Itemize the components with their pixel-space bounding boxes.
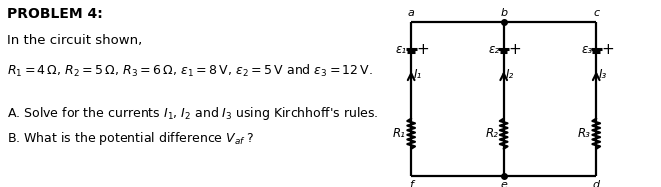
Text: +: + xyxy=(508,42,522,57)
Text: ε₂: ε₂ xyxy=(488,44,500,56)
Text: A. Solve for the currents $I_1$, $I_2$ and $I_3$ using Kirchhoff's rules.: A. Solve for the currents $I_1$, $I_2$ a… xyxy=(7,105,379,122)
Text: R₂: R₂ xyxy=(485,127,498,140)
Text: c: c xyxy=(593,8,600,19)
Text: I₃: I₃ xyxy=(599,68,607,81)
Text: ε₃: ε₃ xyxy=(581,44,592,56)
Text: d: d xyxy=(593,180,600,187)
Text: ε₁: ε₁ xyxy=(396,44,407,56)
Text: f: f xyxy=(409,180,413,187)
Text: $R_1 = 4\,\Omega,\, R_2 = 5\,\Omega,\, R_3 = 6\,\Omega,\, \varepsilon_1 = 8\,\te: $R_1 = 4\,\Omega,\, R_2 = 5\,\Omega,\, R… xyxy=(7,63,373,79)
Text: a: a xyxy=(408,8,414,19)
Text: b: b xyxy=(500,8,507,19)
Text: I₁: I₁ xyxy=(414,68,422,81)
Text: e: e xyxy=(500,180,507,187)
Text: R₃: R₃ xyxy=(578,127,591,140)
Text: I₂: I₂ xyxy=(506,68,514,81)
Text: +: + xyxy=(416,42,429,57)
Text: R₁: R₁ xyxy=(393,127,406,140)
Text: PROBLEM 4:: PROBLEM 4: xyxy=(7,7,102,21)
Text: In the circuit shown,: In the circuit shown, xyxy=(7,34,142,47)
Text: +: + xyxy=(601,42,614,57)
Text: B. What is the potential difference $V_{af}$ ?: B. What is the potential difference $V_{… xyxy=(7,130,254,147)
